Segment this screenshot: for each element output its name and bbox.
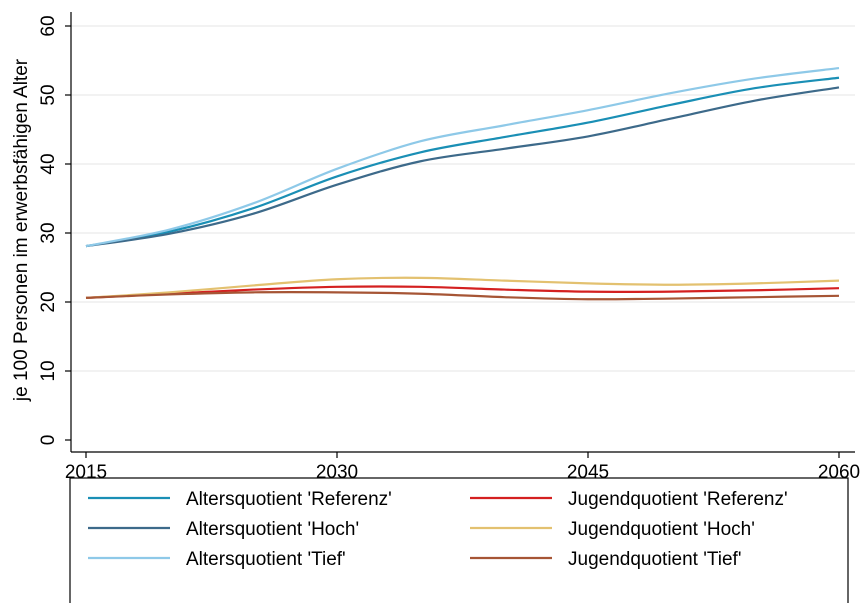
- y-tick-label: 40: [38, 153, 59, 174]
- series-line-3: [85, 285, 840, 299]
- axes: [70, 12, 855, 453]
- legend-label: Jugendquotient 'Hoch': [568, 519, 755, 540]
- grid-lines: [71, 25, 855, 372]
- legend-label: Altersquotient 'Referenz': [186, 489, 392, 510]
- y-tick-label: 10: [38, 360, 59, 381]
- legend-label: Altersquotient 'Tief': [186, 549, 346, 570]
- series-line-1: [85, 86, 840, 248]
- series-line-5: [85, 291, 840, 301]
- legend-box: [69, 477, 849, 603]
- y-tick-label: 30: [38, 222, 59, 243]
- series-lines: [85, 66, 840, 301]
- y-tick-label: 50: [38, 84, 59, 105]
- y-tick-label: 60: [38, 15, 59, 36]
- legend: Altersquotient 'Referenz' Altersquotient …: [69, 477, 849, 603]
- series-line-4: [85, 276, 840, 299]
- series-line-0: [85, 76, 840, 248]
- legend-label: Jugendquotient 'Referenz': [568, 489, 788, 510]
- y-tick-label: 0: [38, 435, 59, 446]
- legend-label: Altersquotient 'Hoch': [186, 519, 359, 540]
- series-line-2: [85, 66, 840, 248]
- y-tick-label: 20: [38, 291, 59, 312]
- legend-label: Jugendquotient 'Tief': [568, 549, 741, 570]
- y-axis-title: je 100 Personen im erwerbsfähigen Alter: [11, 58, 32, 402]
